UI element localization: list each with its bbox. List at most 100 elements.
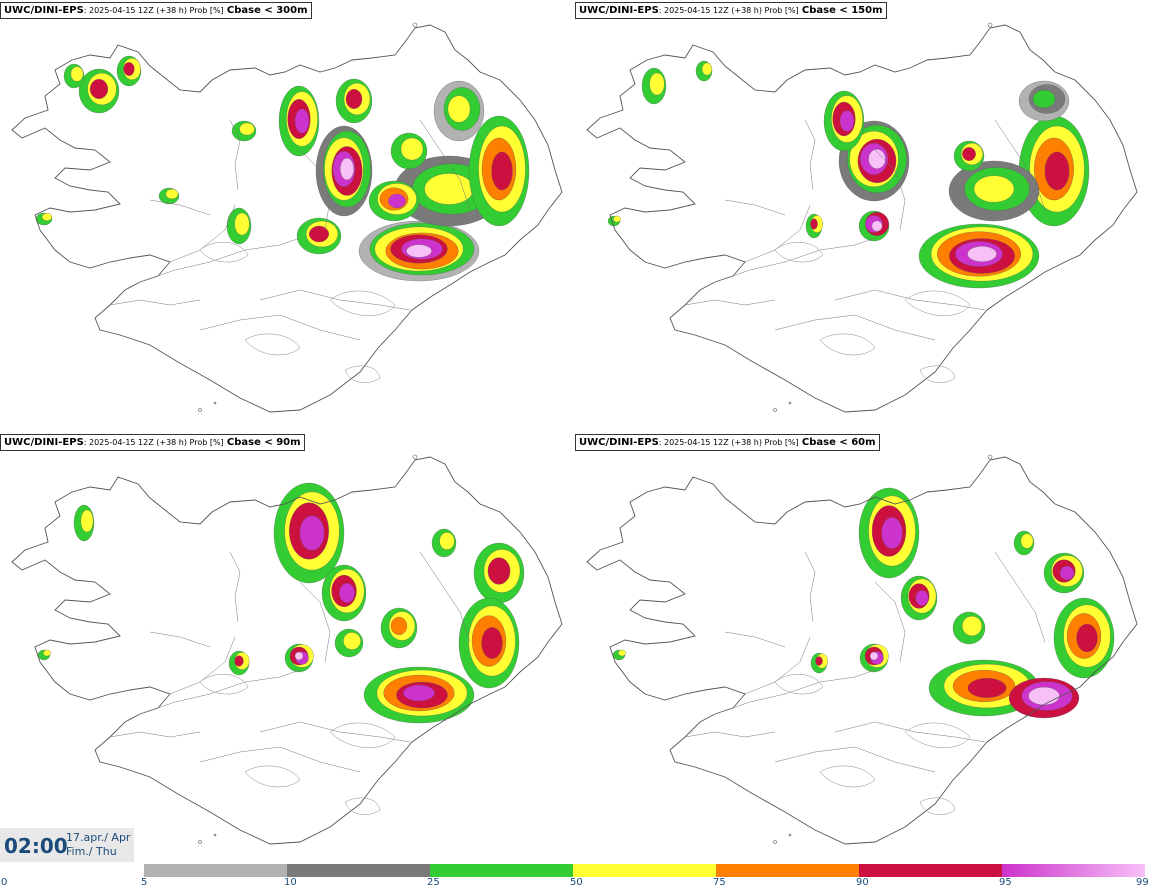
glacier-outline [344,365,381,383]
iceland-map-150m [586,22,1138,413]
terrain-contour [419,119,471,211]
island [213,833,217,837]
glacier-outline [904,722,971,748]
glacier-outline [199,674,249,695]
terrain-contour [714,237,876,283]
colorbar-segment [287,864,430,877]
probability-contour [481,627,503,659]
glacier-outline [919,797,956,815]
glacier-outline [919,365,956,383]
probability-contour [43,649,51,657]
probability-contour [234,655,244,667]
terrain-contour [804,551,816,623]
glacier-outline [774,674,824,695]
terrain-contour [109,731,201,738]
colorbar-tick-label: 0 [1,877,8,888]
probability-contour [1020,533,1034,549]
terrain-contour [834,721,986,743]
coastline [586,456,1138,845]
probability-contour [839,110,855,132]
run-info: : 2025-04-15 12Z (+38 h) Prob [%] [658,6,799,15]
probability-contour [1028,686,1060,706]
island [788,833,792,837]
terrain-contour [169,204,236,263]
probability-contour [487,557,511,585]
coastline [11,456,563,845]
probability-contour [491,151,513,191]
probability-contour [967,246,997,262]
probability-contour [400,137,424,161]
run-info: : 2025-04-15 12Z (+38 h) Prob [%] [83,6,224,15]
probability-contour [1059,565,1075,581]
island [987,454,993,460]
model-source: UWC/DINI-EPS [579,437,659,448]
glacier-outline [774,242,824,263]
terrain-contour [774,746,936,773]
probability-contour [294,108,310,134]
probability-field [35,55,530,282]
terrain-contour [229,551,241,623]
probability-contour [962,147,976,161]
island [198,408,202,412]
terrain-contour [299,149,331,231]
terrain-contour [149,199,211,216]
colorbar-tick-label: 99 [1136,877,1149,888]
terrain-contour [139,669,301,715]
model-source: UWC/DINI-EPS [4,437,84,448]
map-panel-300m: UWC/DINI-EPS: 2025-04-15 12Z (+38 h) Pro… [0,0,575,430]
iceland-map-90m [11,454,563,845]
probability-contour [343,632,361,650]
probability-contour [70,66,84,82]
model-source: UWC/DINI-EPS [579,5,659,16]
probability-colorbar: 0 5 10 25 50 75 90 95 99 [0,860,1150,891]
probability-contour [388,193,406,209]
terrain-contour [804,119,816,191]
probability-contour [701,62,713,76]
map-panel-150m: UWC/DINI-EPS: 2025-04-15 12Z (+38 h) Pro… [575,0,1150,430]
probability-contour [424,173,474,205]
probability-contour [810,218,818,230]
probability-contour [340,157,354,181]
probability-contour [239,122,255,136]
valid-time-clock: 02:00 [4,834,68,858]
island [412,454,418,460]
valid-date: 17.apr./ Apr [66,831,131,844]
probability-contour [339,583,355,603]
parameter-label: Cbase < 60m [801,437,876,448]
terrain-contour [149,631,211,648]
terrain-contour [724,631,786,648]
glacier-outline [819,765,876,788]
parameter-label: Cbase < 90m [226,437,301,448]
probability-contour [345,89,363,109]
probability-contour [868,149,886,169]
colorbar-segment [573,864,716,877]
probability-contour [649,72,665,96]
probability-field [607,60,1090,289]
iceland-map-60m [586,454,1138,845]
probability-contour [618,649,626,657]
probability-contour [403,684,435,702]
colorbar-segment [716,864,859,877]
colorbar-tick-label: 5 [141,877,148,888]
valid-weekday: Fim./ Thu [66,845,117,858]
model-source: UWC/DINI-EPS [4,5,84,16]
terrain-contour [714,669,876,715]
probability-contour [613,215,621,223]
probability-contour [299,515,325,551]
island [213,401,217,405]
colorbar-tick-label: 75 [713,877,726,888]
panel-title: UWC/DINI-EPS: 2025-04-15 12Z (+38 h) Pro… [0,2,312,19]
coastline [586,24,1138,413]
probability-contour [973,175,1015,203]
terrain-contour [299,581,331,663]
terrain-contour [834,289,986,311]
terrain-contour [259,289,411,311]
terrain-contour [744,636,811,695]
glacier-outline [244,765,301,788]
island [987,22,993,28]
island [412,22,418,28]
probability-contour [915,590,929,606]
terrain-contour [744,204,811,263]
glacier-outline [329,290,396,316]
panel-title: UWC/DINI-EPS: 2025-04-15 12Z (+38 h) Pro… [575,434,880,451]
